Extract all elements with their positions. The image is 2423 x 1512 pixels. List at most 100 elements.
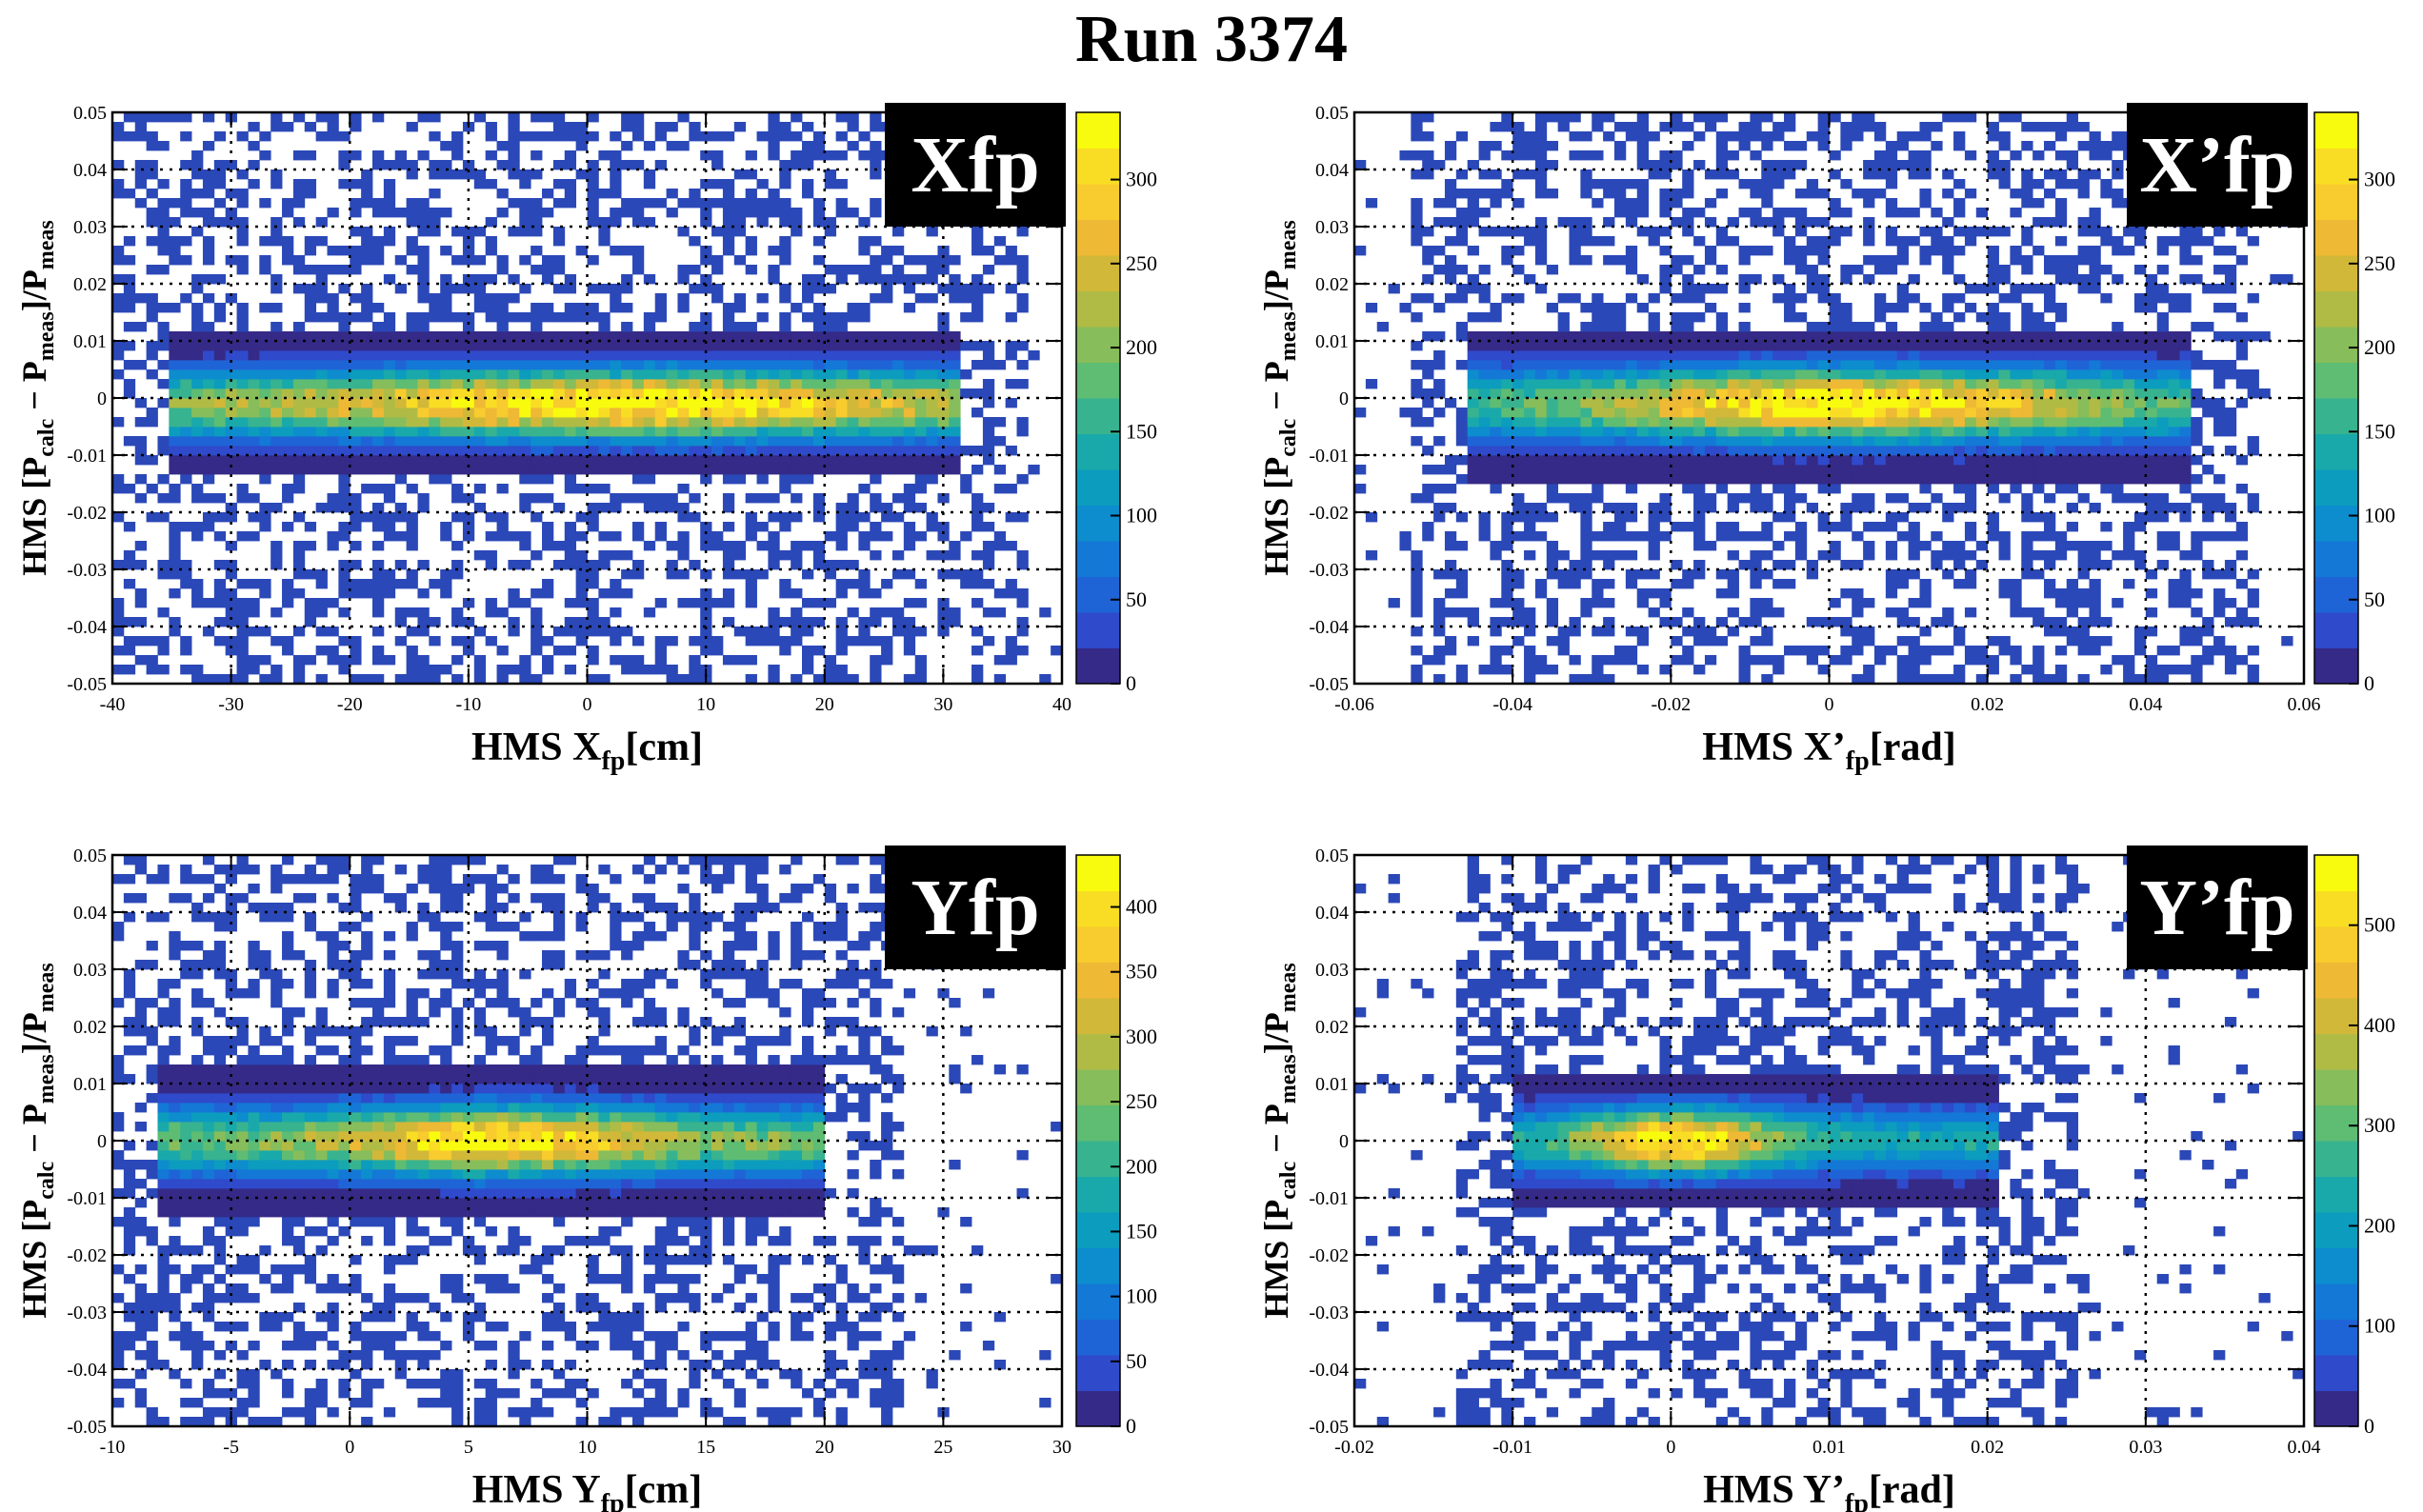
y-tick-label: 0.03 [73,217,107,238]
colorbar-segment [1076,855,1120,891]
colorbar-segment [2314,962,2358,999]
colorbar-segment [1076,1212,1120,1248]
colorbar-tick-label: 150 [1126,1219,1157,1243]
colorbar-segment [2314,1176,2358,1213]
x-tick-label: -0.02 [1334,1437,1374,1458]
y-tick-label: 0.04 [1315,160,1349,181]
panel-label: X’fp [2139,121,2294,209]
heatmap-panel: -10 -5 0 5 10 15 20 25 30 -0.05 -0.04 -0.03 -0.02 -0.… [15,846,1157,1512]
y-tick-label: -0.05 [67,1417,107,1438]
y-tick-label: 0.05 [73,103,107,124]
colorbar-segment [2314,505,2358,542]
y-tick-label: 0.02 [1315,274,1349,295]
y-tick-label: 0.03 [73,960,107,981]
colorbar-segment [2314,184,2358,220]
x-tick-label: 0 [1666,1437,1675,1458]
x-tick-label: 20 [815,1437,834,1458]
panel-label-box [885,846,1066,969]
y-axis-title: HMS [Pcalc − Pmeas]/Pmeas [15,963,59,1318]
y-tick-label: 0 [1339,1131,1349,1152]
colorbar-segment [2314,255,2358,291]
colorbar-tick-label: 50 [1126,587,1147,611]
panel-label-box [2127,846,2308,969]
y-tick-label: 0 [97,1131,107,1152]
colorbar: 0 50 100 150 200 250 300 [1075,111,1157,695]
y-tick-label: -0.02 [67,503,107,524]
y-tick-label: -0.01 [67,1188,107,1209]
colorbar-tick-label: 200 [2364,335,2395,359]
colorbar-tick-label: 200 [1126,1154,1157,1178]
colorbar-tick-label: 250 [1126,1089,1157,1113]
colorbar: 0 50 100 150 200 250 300 350 400 [1075,854,1157,1438]
y-tick-label: 0.01 [73,1074,107,1095]
y-tick-label: 0.03 [1315,960,1349,981]
colorbar-segment [1076,505,1120,542]
colorbar-segment [2314,1212,2358,1248]
colorbar-tick-label: 100 [2364,1314,2395,1338]
colorbar-segment [2314,1319,2358,1356]
y-tick-label: -0.03 [67,560,107,581]
colorbar: 0 50 100 150 200 250 300 [2313,111,2395,695]
y-tick-label: 0.02 [1315,1017,1349,1038]
colorbar-tick-label: 300 [2364,168,2395,191]
colorbar-tick-label: 50 [2364,587,2385,611]
y-tick-label: -0.02 [67,1245,107,1266]
y-tick-label: 0.02 [73,1017,107,1038]
y-tick-label: 0.03 [1315,217,1349,238]
y-tick-label: 0.01 [1315,1074,1349,1095]
colorbar-segment [1076,962,1120,999]
colorbar-segment [2314,1141,2358,1177]
colorbar-tick-label: 500 [2364,913,2395,937]
x-tick-label: 30 [1052,1437,1071,1458]
y-tick-label: -0.04 [67,1360,107,1381]
x-tick-label: 0 [1825,694,1834,715]
y-tick-label: 0.04 [1315,903,1349,924]
heatmap-cells [1354,855,2305,1427]
x-tick-label: 0 [583,694,592,715]
colorbar-tick-label: 400 [2364,1013,2395,1037]
colorbar-tick-label: 300 [1126,168,1157,191]
x-axis-title: HMS Yfp[cm] [472,1468,702,1512]
colorbar-segment [2314,1283,2358,1320]
colorbar-tick-label: 400 [1126,895,1157,919]
x-tick-label: 15 [696,1437,715,1458]
colorbar-segment [1076,398,1120,434]
y-tick-label: -0.02 [1309,1245,1349,1266]
colorbar-tick-label: 100 [2364,504,2395,527]
y-tick-label: -0.01 [1309,1188,1349,1209]
x-tick-label: 40 [1052,694,1071,715]
colorbar-segment [2314,148,2358,185]
colorbar-segment [1076,1390,1120,1427]
colorbar-tick-label: 0 [2364,671,2374,695]
y-tick-label: -0.05 [1309,1417,1349,1438]
x-tick-label: -20 [337,694,363,715]
y-tick-label: 0.01 [1315,331,1349,352]
x-tick-label: 0.04 [2129,694,2162,715]
colorbar-segment [1076,148,1120,185]
page-title: Run 3374 [1075,3,1348,76]
y-tick-label: -0.04 [1309,617,1349,638]
y-tick-label: 0.01 [73,331,107,352]
y-tick-label: 0.04 [73,160,107,181]
x-tick-label: 30 [933,694,952,715]
colorbar-segment [2314,926,2358,963]
colorbar-segment [1076,433,1120,470]
y-axis-title: HMS [Pcalc − Pmeas]/Pmeas [15,220,59,575]
colorbar-segment [1076,112,1120,149]
colorbar-segment [2314,1104,2358,1142]
y-tick-label: -0.01 [67,446,107,467]
x-tick-label: -40 [100,694,126,715]
panel-label-box [2127,103,2308,227]
colorbar-segment [2314,433,2358,470]
x-tick-label: 0.01 [1812,1437,1846,1458]
colorbar-segment [2314,362,2358,399]
y-tick-label: 0 [1339,388,1349,409]
colorbar-segment [1076,255,1120,291]
colorbar-tick-label: 300 [2364,1113,2395,1137]
colorbar-segment [2314,1355,2358,1391]
colorbar-segment [1076,1355,1120,1391]
x-tick-label: 20 [815,694,834,715]
heatmap-panel: -40 -30 -20 -10 0 10 20 30 40 -0.05 -0.04 -0.03 -0.0… [15,103,1157,776]
colorbar-tick-label: 250 [2364,251,2395,275]
panel-label: Y’fp [2139,864,2294,952]
